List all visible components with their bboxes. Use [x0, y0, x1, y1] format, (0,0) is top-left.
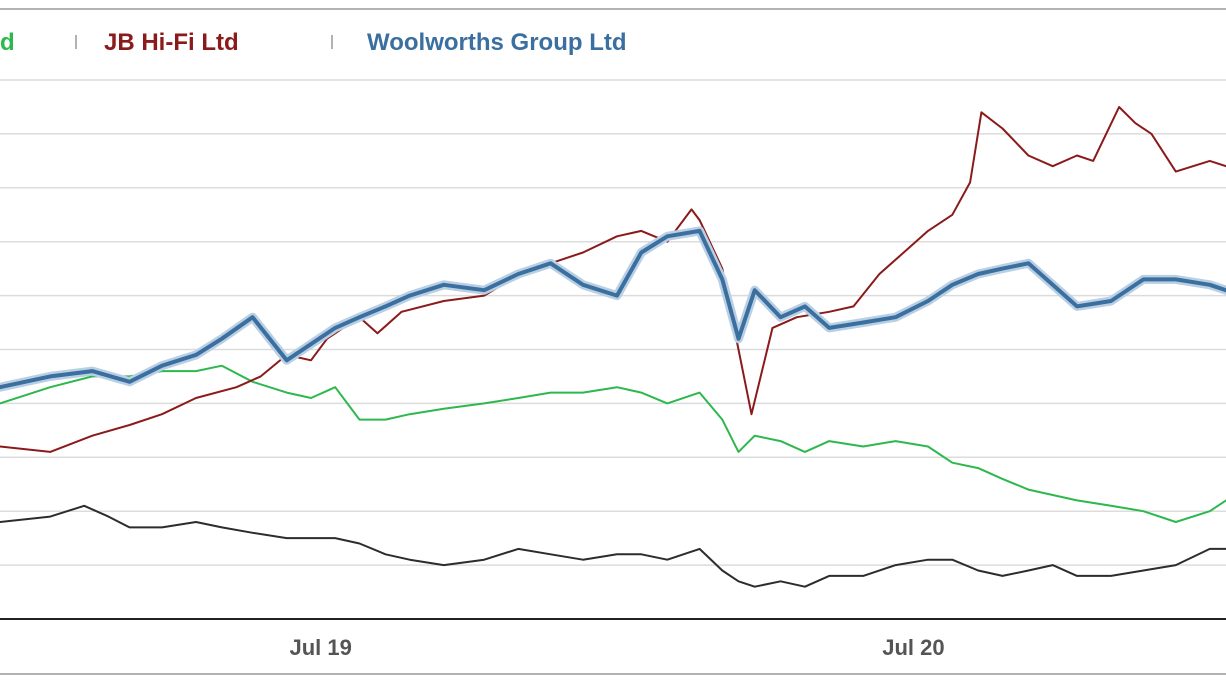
legend-item[interactable]: Woolworths Group Ltd: [367, 29, 627, 56]
legend-item[interactable]: d: [0, 29, 15, 56]
series-line-d: [0, 364, 1226, 523]
gridlines: [0, 79, 1226, 566]
series-line-woolworths-group-ltd: [0, 228, 1226, 390]
series-line-unnamed: [0, 504, 1226, 588]
x-axis-ticks: Jul 19 Jul 20: [289, 635, 944, 660]
legend-item[interactable]: JB Hi-Fi Ltd: [104, 29, 239, 56]
x-tick-label: Jul 19: [289, 635, 351, 660]
series-layer: [0, 106, 1226, 588]
legend: d JB Hi-Fi Ltd Woolworths Group Ltd: [0, 29, 627, 56]
x-tick-label: Jul 20: [882, 635, 944, 660]
